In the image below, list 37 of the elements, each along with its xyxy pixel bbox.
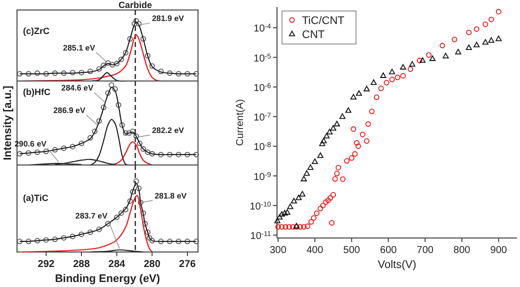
x-tick-label: 700 (416, 245, 434, 256)
y-tick-label: 10$^{-9}$ (254, 171, 272, 183)
x-tick-label: 900 (490, 245, 508, 256)
y-axis-title: Current(A) (235, 99, 246, 146)
x-tick-label: 800 (454, 245, 471, 256)
y-tick-label: 10$^{-7}$ (254, 112, 272, 124)
y-tick-label: 10$^{-5}$ (254, 52, 272, 64)
annotation: 281.8 eV (154, 191, 188, 200)
annotation: 282.2 eV (152, 126, 185, 135)
annotation: 284.6 eV (61, 84, 94, 93)
text: (a)TiC (23, 193, 49, 203)
x-tick-label: 400 (306, 245, 324, 256)
x-tick-label: 288 (73, 259, 90, 270)
y-tick-label: 10$^{-4}$ (254, 23, 272, 35)
y-tick-label: 10$^{-6}$ (254, 82, 272, 94)
y-tick-label: 10$^{-11}$ (250, 230, 272, 242)
x-tick-label: 284 (108, 259, 126, 270)
x-tick-label: 600 (380, 245, 398, 256)
legend-label: TiC/CNT (302, 15, 345, 27)
x-tick-label: 276 (179, 259, 196, 270)
text: (c)ZrC (23, 26, 50, 36)
chart-title: (b)HfC (23, 87, 51, 97)
ref-line-label: Carbide (118, 0, 152, 10)
annotation: 286.9 eV (53, 106, 86, 115)
x-tick-label: 500 (343, 245, 360, 256)
x-tick-label: 280 (144, 259, 161, 270)
y-tick-label: 10$^{-10}$ (250, 200, 272, 212)
y-axis-title: Intensity [a.u.] (2, 85, 14, 160)
y-tick-label: 10$^{-8}$ (254, 142, 272, 154)
annotation: 283.7 eV (75, 212, 108, 221)
x-axis-title: Volts(V) (378, 259, 416, 271)
annotation: 281.9 eV (152, 14, 185, 24)
x-axis-title: Binding Energy (eV) (54, 273, 160, 285)
annotation: 285.1 eV (63, 43, 96, 52)
x-tick-label: 300 (270, 245, 287, 256)
legend-label: CNT (302, 29, 325, 41)
x-tick-label: 292 (38, 259, 55, 270)
